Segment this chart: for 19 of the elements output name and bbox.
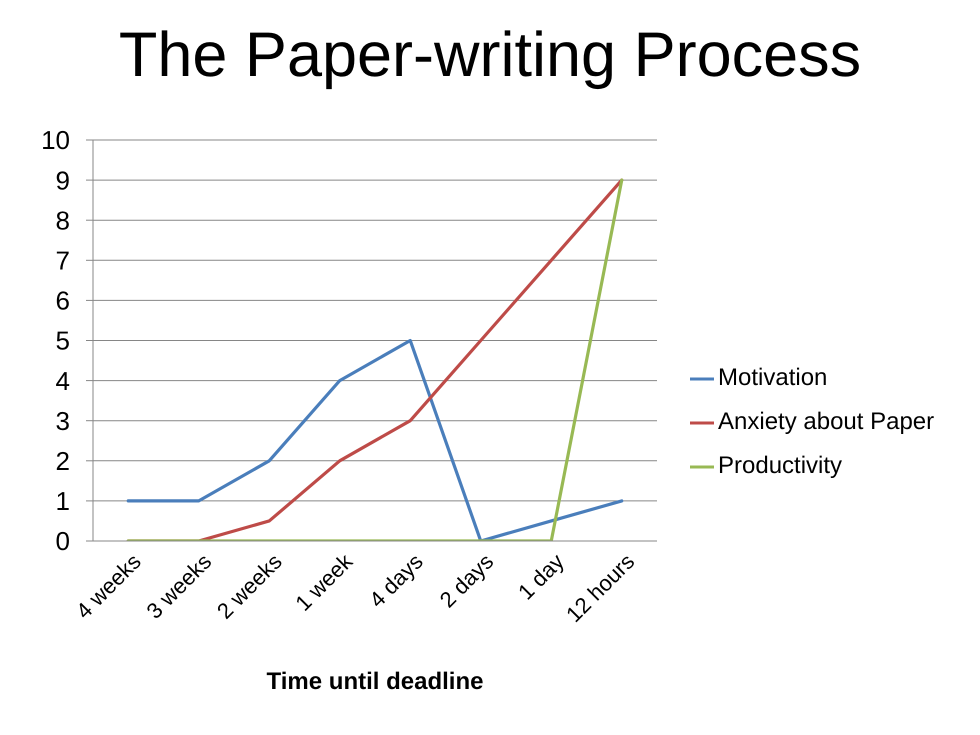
y-tick-label: 10 [41, 125, 70, 156]
y-tick-label: 7 [56, 246, 70, 276]
y-tick-label: 1 [56, 486, 70, 516]
legend-label: Productivity [718, 452, 842, 479]
x-axis-title: Time until deadline [266, 668, 484, 695]
line-series [126, 338, 624, 541]
legend-label: Anxiety about Paper [718, 408, 934, 435]
y-tick-label: 3 [56, 406, 70, 436]
x-tick-label: 1 day [513, 548, 569, 605]
y-tick-label: 4 [56, 366, 70, 396]
y-tick-label: 9 [56, 165, 70, 196]
legend-label: Motivation [718, 364, 828, 391]
y-tick-label: 0 [56, 526, 70, 556]
y-tick-label: 5 [56, 326, 70, 356]
line-series [126, 178, 624, 541]
y-tick-label: 2 [56, 446, 70, 476]
chart-title: The Paper-writing Process [118, 19, 862, 92]
y-tick-label: 6 [56, 286, 70, 316]
y-tick-label: 8 [56, 205, 70, 236]
